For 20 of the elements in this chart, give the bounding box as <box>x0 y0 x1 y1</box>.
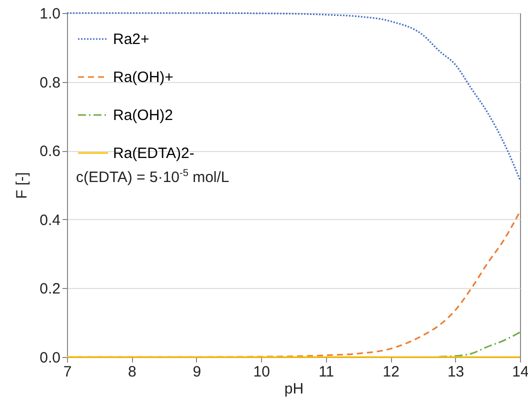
x-tick-label: 11 <box>318 364 334 380</box>
legend-label: Ra(EDTA)2- <box>113 145 194 162</box>
y-tick-label: 0.4 <box>40 212 60 229</box>
x-tick-label: 8 <box>128 364 136 380</box>
x-tick-label: 7 <box>63 364 72 380</box>
annotation: c(EDTA) = 5·10$^{-5}$ mol/L <box>76 168 230 186</box>
x-tick-label: 9 <box>192 364 202 380</box>
y-tick-label: 0.6 <box>40 143 60 160</box>
legend-label: Ra(OH)+ <box>113 69 174 86</box>
y-tick-label: 1.0 <box>40 6 60 22</box>
y-tick-label: 0.2 <box>40 280 60 298</box>
x-tick-label: 12 <box>382 364 400 380</box>
legend-label: Ra(OH)2 <box>113 107 174 124</box>
legend-label: Ra2+ <box>113 31 150 48</box>
x-axis-title: pH <box>284 380 304 398</box>
x-tick-label: 13 <box>447 364 464 380</box>
y-axis-title: F [-] <box>14 172 31 199</box>
y-tick-label: 0.8 <box>40 74 60 92</box>
y-tick-label: 0.0 <box>40 350 60 366</box>
x-tick-label: 10 <box>253 364 270 380</box>
